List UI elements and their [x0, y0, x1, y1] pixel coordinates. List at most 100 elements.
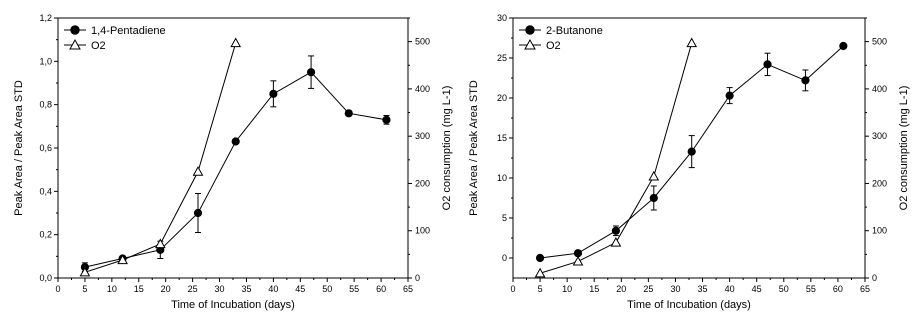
y-tick-label: 0 [502, 253, 507, 263]
y2-tick-label: 0 [872, 273, 877, 283]
x-tick-label: 40 [268, 284, 278, 294]
x-tick-label: 50 [779, 284, 789, 294]
x-tick-label: 0 [55, 284, 60, 294]
series-line-compound [84, 71, 387, 268]
x-tick-label: 65 [403, 284, 413, 294]
legend-marker-triangle [69, 38, 81, 50]
x-tick-label: 55 [806, 284, 816, 294]
data-point-triangle [230, 37, 242, 48]
x-tick-label: 0 [510, 284, 515, 294]
y2-tick-label: 500 [872, 37, 887, 47]
y-tick-label: 0,8 [39, 100, 52, 110]
y-tick-label: 25 [497, 53, 507, 63]
x-tick-label: 25 [643, 284, 653, 294]
y2-tick-label: 100 [415, 226, 430, 236]
x-tick-label: 65 [860, 284, 870, 294]
data-point-circle [269, 89, 278, 98]
y2-tick-label: 100 [872, 226, 887, 236]
plot-frame [512, 17, 866, 279]
data-point-circle [611, 226, 620, 235]
data-point-circle [382, 115, 391, 124]
x-tick-label: 50 [322, 284, 332, 294]
y-tick-label: 10 [497, 173, 507, 183]
data-point-circle [801, 76, 810, 85]
legend-label: 1,4-Pentadiene [91, 25, 166, 37]
x-tick-label: 15 [134, 284, 144, 294]
data-point-circle [725, 91, 734, 100]
data-point-triangle [79, 266, 91, 277]
x-tick-label: 20 [161, 284, 171, 294]
x-tick-label: 5 [82, 284, 87, 294]
plot-frame [57, 17, 409, 279]
y2-tick-label: 0 [415, 273, 420, 283]
x-tick-label: 60 [833, 284, 843, 294]
y2-tick-label: 500 [415, 37, 430, 47]
series-line-o2 [84, 42, 237, 273]
y2-tick-label: 300 [872, 131, 887, 141]
data-point-circle [344, 109, 353, 118]
legend-label: 2-Butanone [546, 25, 603, 37]
x-tick-label: 45 [295, 284, 305, 294]
x-tick-label: 45 [752, 284, 762, 294]
y-tick-label: 30 [497, 13, 507, 23]
y-tick-label: 5 [502, 213, 507, 223]
x-tick-label: 25 [188, 284, 198, 294]
legend-label: O2 [546, 40, 561, 52]
data-point-circle [839, 41, 848, 51]
x-tick-label: 35 [698, 284, 708, 294]
x-axis-label: Time of Incubation (days) [171, 299, 295, 311]
y2-tick-label: 400 [872, 84, 887, 94]
data-point-triangle [686, 37, 698, 48]
y-tick-label: 20 [497, 93, 507, 103]
x-tick-label: 35 [241, 284, 251, 294]
y2-tick-label: 300 [415, 131, 430, 141]
y-tick-label: 0,0 [39, 273, 52, 283]
x-axis-label: Time of Incubation (days) [627, 299, 751, 311]
x-tick-label: 10 [562, 284, 572, 294]
y2-axis-label: O2 consumption (mg L-1) [898, 86, 910, 211]
x-tick-label: 55 [349, 284, 359, 294]
y-tick-label: 0,2 [39, 230, 52, 240]
x-tick-label: 10 [107, 284, 117, 294]
legend-label: O2 [91, 40, 106, 52]
y2-axis-label: O2 consumption (mg L-1) [441, 86, 453, 211]
data-point-triangle [534, 267, 546, 278]
data-point-triangle [648, 170, 660, 181]
x-tick-label: 20 [616, 284, 626, 294]
x-tick-label: 40 [725, 284, 735, 294]
x-tick-label: 5 [538, 284, 543, 294]
x-tick-label: 60 [376, 284, 386, 294]
y-tick-label: 15 [497, 133, 507, 143]
x-tick-label: 30 [215, 284, 225, 294]
data-point-circle [687, 147, 696, 156]
data-point-circle [763, 60, 772, 69]
data-point-triangle [192, 166, 204, 176]
data-point-circle [193, 208, 203, 218]
y-axis-label: Peak Area / Peak Area STD [13, 80, 25, 216]
chart-panel-left: 0 5 10 15 20 25 30 35 40 45 50 55 60 65 0,0 0,2 0,4 0,6 0,… [13, 13, 453, 311]
legend-marker-circle [70, 25, 80, 35]
y-tick-label: 1,0 [39, 56, 52, 66]
y-axis-label: Peak Area / Peak Area STD [468, 80, 480, 216]
x-tick-label: 30 [670, 284, 680, 294]
data-point-triangle [572, 255, 584, 266]
y-tick-label: 0,6 [39, 143, 52, 153]
data-point-circle [231, 137, 240, 146]
chart-panel-right: 0 5 10 15 20 25 30 35 40 45 50 55 60 6505101520253001… [468, 13, 910, 311]
y2-tick-label: 200 [415, 178, 430, 188]
y2-tick-label: 400 [415, 84, 430, 94]
x-tick-label: 15 [589, 284, 599, 294]
data-point-triangle [117, 254, 128, 265]
y2-tick-label: 200 [872, 178, 887, 188]
data-point-triangle [154, 238, 166, 249]
data-point-circle [573, 249, 583, 258]
data-point-circle [535, 253, 545, 263]
y-tick-label: 1,2 [39, 13, 52, 23]
legend-marker-circle [525, 25, 535, 35]
data-point-circle [306, 68, 316, 77]
data-point-circle [649, 193, 658, 203]
y-tick-label: 0,4 [39, 186, 52, 196]
data-point-triangle [610, 237, 622, 247]
